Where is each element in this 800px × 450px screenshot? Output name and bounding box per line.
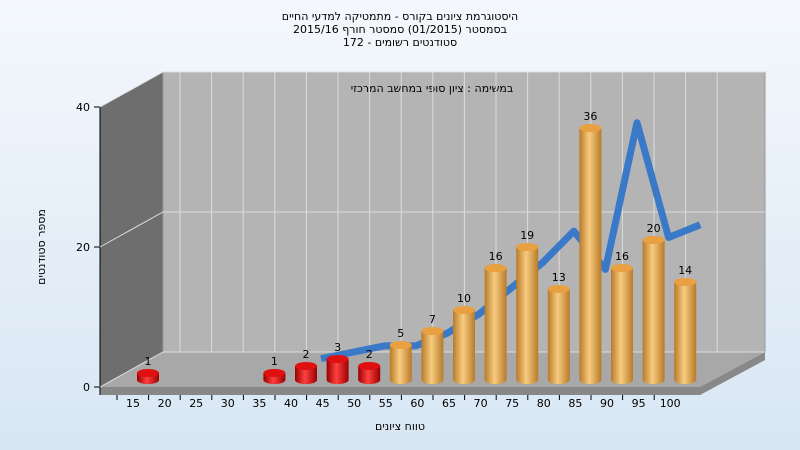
bar-part <box>611 264 633 272</box>
x-tick-label: 70 <box>474 397 488 410</box>
bar-part <box>137 369 159 377</box>
bar <box>611 264 633 384</box>
x-tick-label: 65 <box>442 397 456 410</box>
subtitle: במשימה : ציון סופי במחשב המרכזי <box>351 82 514 95</box>
x-tick-label: 40 <box>284 397 298 410</box>
title-2: בסמסטר (01/2015) סמסטר חורף 2015/16 <box>293 23 507 36</box>
x-tick-label: 90 <box>600 397 614 410</box>
bar-part <box>326 355 349 363</box>
data-label: 7 <box>429 313 436 326</box>
data-label: 3 <box>334 341 341 354</box>
data-label: 5 <box>397 327 404 340</box>
bar <box>516 243 539 384</box>
bar-part <box>547 285 570 293</box>
data-label: 2 <box>303 348 310 361</box>
bar-part <box>642 240 665 384</box>
x-tick-label: 80 <box>537 397 551 410</box>
data-label: 1 <box>145 355 152 368</box>
bar-part <box>263 369 286 377</box>
bar <box>358 362 381 384</box>
x-tick-label: 75 <box>505 397 519 410</box>
data-label: 1 <box>271 355 278 368</box>
bar <box>547 285 570 384</box>
data-label: 14 <box>678 264 692 277</box>
bar <box>421 327 444 384</box>
data-label: 13 <box>552 271 566 284</box>
y-tick-label: 0 <box>83 381 90 394</box>
data-label: 20 <box>647 222 661 235</box>
x-tick-label: 85 <box>568 397 582 410</box>
bar-part <box>547 289 570 384</box>
bar <box>389 341 412 384</box>
x-tick-label: 30 <box>221 397 235 410</box>
grid-line <box>99 71 765 108</box>
x-tick-label: 15 <box>126 397 140 410</box>
data-label: 2 <box>366 348 373 361</box>
bar <box>453 306 475 384</box>
x-tick-label: 25 <box>189 397 203 410</box>
bar-part <box>579 124 602 132</box>
bar <box>137 369 159 384</box>
floor-edge <box>100 352 765 395</box>
bar-part <box>674 282 697 384</box>
y-axis-label: מספר סטודנטים <box>35 209 48 285</box>
bar-part <box>421 327 444 335</box>
data-label: 16 <box>615 250 629 263</box>
title-1: היסטוגרמת ציונים בקורס - מתמטיקה למדעי ה… <box>282 10 518 23</box>
bar-part <box>421 331 444 384</box>
y-tick-label: 20 <box>76 241 90 254</box>
bar-part <box>389 341 412 349</box>
bar-part <box>484 268 507 384</box>
x-axis-label: טווח ציונים <box>375 420 425 433</box>
x-tick-label: 100 <box>660 397 681 410</box>
x-tick-label: 20 <box>158 397 172 410</box>
x-tick-label: 45 <box>316 397 330 410</box>
x-tick-label: 95 <box>632 397 646 410</box>
bar <box>484 264 507 384</box>
bar <box>674 278 697 384</box>
bar-part <box>453 306 475 314</box>
bar <box>326 355 349 384</box>
bar-part <box>295 362 317 370</box>
x-tick-label: 35 <box>252 397 266 410</box>
bar-part <box>453 310 475 384</box>
bar <box>579 124 602 384</box>
bar-part <box>611 268 633 384</box>
bar-part <box>484 264 507 272</box>
data-label: 36 <box>583 110 597 123</box>
data-label: 19 <box>520 229 534 242</box>
bar-part <box>326 359 349 384</box>
x-tick-label: 50 <box>347 397 361 410</box>
grid-line <box>99 211 765 248</box>
bar-part <box>516 247 539 384</box>
bar-part <box>642 236 665 244</box>
data-label: 10 <box>457 292 471 305</box>
bar-part <box>389 345 412 384</box>
x-tick-label: 55 <box>379 397 393 410</box>
bar-part <box>358 362 381 370</box>
bar-part <box>579 128 602 384</box>
bar-part <box>295 366 317 384</box>
bar <box>642 236 665 384</box>
trend-line <box>320 119 702 363</box>
title-3: סטודנטים רשומים - 172 <box>343 36 457 49</box>
y-tick-label: 40 <box>76 101 90 114</box>
x-tick-label: 60 <box>410 397 424 410</box>
bar-part <box>358 366 381 384</box>
bar-part <box>674 278 697 286</box>
data-label: 16 <box>489 250 503 263</box>
bar <box>295 362 317 384</box>
bar-part <box>516 243 539 251</box>
bar <box>263 369 286 384</box>
